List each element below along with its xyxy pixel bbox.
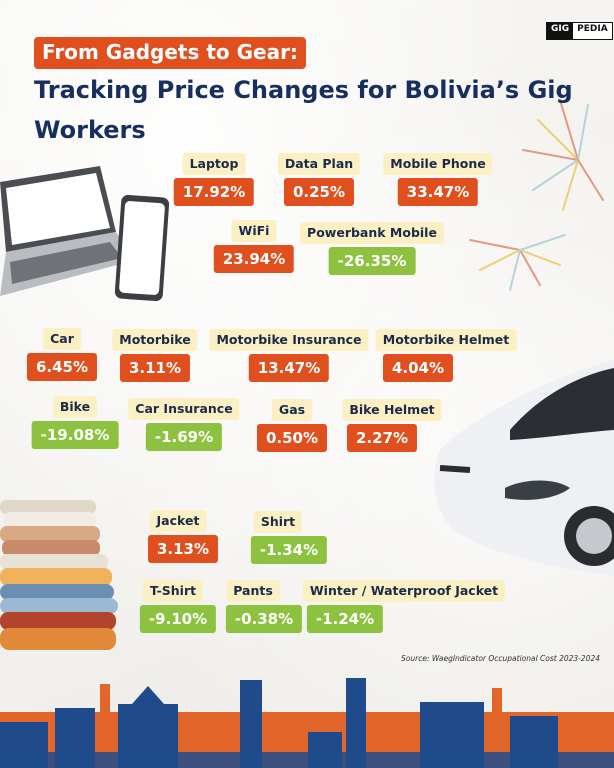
item-label-t-shirt: T-Shirt bbox=[142, 580, 204, 602]
item-value-gas: 0.50% bbox=[256, 424, 328, 452]
phone-illustration bbox=[114, 194, 170, 302]
item-label-motorbike: Motorbike bbox=[112, 329, 198, 351]
title-line-2: Tracking Price Changes for Bolivia’s Gig… bbox=[34, 76, 573, 144]
item-value-wifi: 23.94% bbox=[213, 245, 295, 273]
item-value-winter-waterproof-jacket: -1.24% bbox=[306, 605, 384, 633]
item-label-gas: Gas bbox=[271, 399, 313, 421]
item-label-data-plan: Data Plan bbox=[277, 153, 361, 175]
item-label-car: Car bbox=[43, 328, 81, 350]
fireworks-decoration bbox=[469, 99, 604, 291]
item-value-car-insurance: -1.69% bbox=[145, 423, 223, 451]
item-label-jacket: Jacket bbox=[149, 510, 207, 532]
item-label-wifi: WiFi bbox=[231, 220, 277, 242]
item-value-shirt: -1.34% bbox=[250, 536, 328, 564]
item-value-motorbike-helmet: 4.04% bbox=[382, 354, 454, 382]
item-label-motorbike-insurance: Motorbike Insurance bbox=[209, 329, 369, 351]
item-value-pants: -0.38% bbox=[225, 605, 303, 633]
clothes-illustration bbox=[0, 500, 118, 650]
car-illustration bbox=[434, 360, 614, 576]
laptop-illustration bbox=[0, 166, 136, 296]
item-value-jacket: 3.13% bbox=[147, 535, 219, 563]
item-label-pants: Pants bbox=[226, 580, 280, 602]
item-value-powerbank-mobile: -26.35% bbox=[328, 247, 416, 275]
item-label-mobile-phone: Mobile Phone bbox=[383, 153, 493, 175]
item-value-car: 6.45% bbox=[26, 353, 98, 381]
item-value-bike-helmet: 2.27% bbox=[346, 424, 418, 452]
item-label-powerbank-mobile: Powerbank Mobile bbox=[300, 222, 444, 244]
item-label-shirt: Shirt bbox=[253, 511, 303, 533]
item-label-laptop: Laptop bbox=[182, 153, 246, 175]
item-label-bike: Bike bbox=[52, 396, 98, 418]
item-value-motorbike-insurance: 13.47% bbox=[248, 354, 330, 382]
item-label-motorbike-helmet: Motorbike Helmet bbox=[375, 329, 517, 351]
title-line-1: From Gadgets to Gear: bbox=[34, 37, 306, 69]
item-value-motorbike: 3.11% bbox=[119, 354, 191, 382]
item-value-mobile-phone: 33.47% bbox=[397, 178, 479, 206]
item-value-laptop: 17.92% bbox=[173, 178, 255, 206]
item-value-t-shirt: -9.10% bbox=[139, 605, 217, 633]
item-label-car-insurance: Car Insurance bbox=[128, 398, 240, 420]
city-skyline-decoration bbox=[0, 678, 614, 768]
source-note: Source: WaegIndicator Occupational Cost … bbox=[401, 654, 600, 663]
gigpedia-logo: GIG PEDIA bbox=[546, 22, 613, 40]
item-value-data-plan: 0.25% bbox=[283, 178, 355, 206]
item-value-bike: -19.08% bbox=[31, 421, 119, 449]
item-label-winter-waterproof-jacket: Winter / Waterproof Jacket bbox=[302, 580, 506, 602]
item-label-bike-helmet: Bike Helmet bbox=[342, 399, 442, 421]
logo-part-pedia: PEDIA bbox=[573, 23, 612, 39]
logo-part-gig: GIG bbox=[547, 23, 574, 39]
